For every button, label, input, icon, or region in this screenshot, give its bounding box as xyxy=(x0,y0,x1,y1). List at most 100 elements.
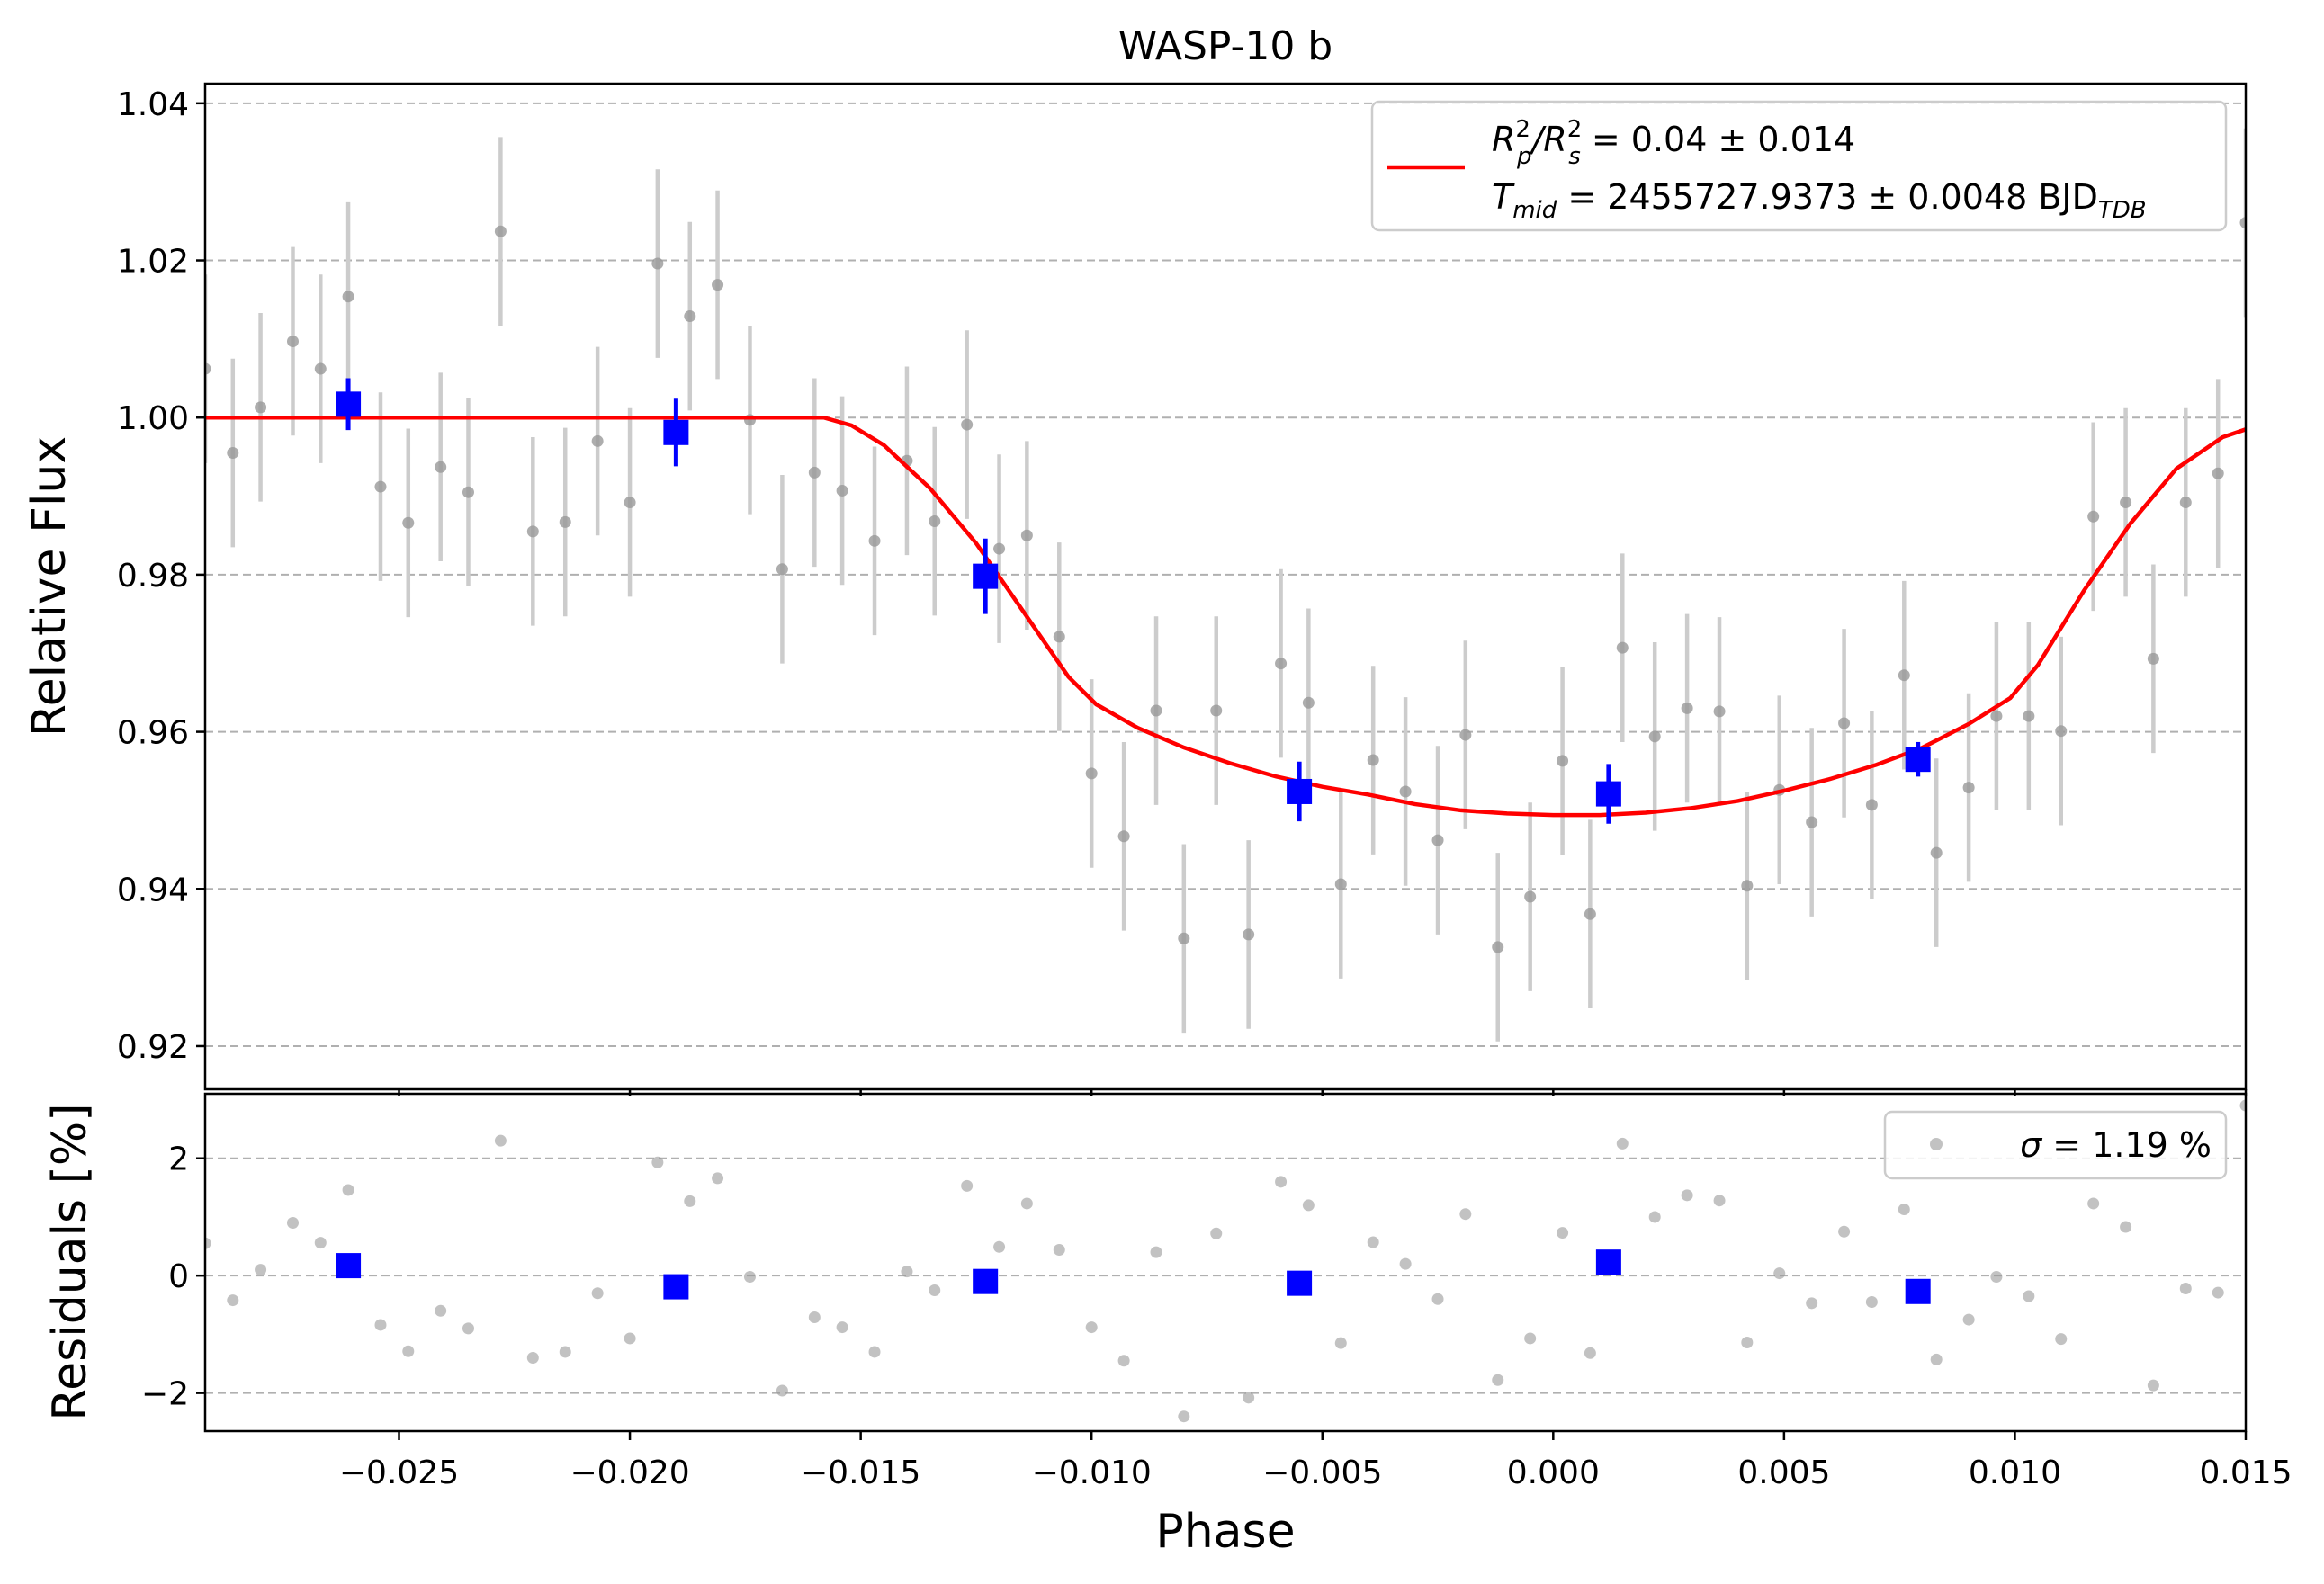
flux-data-point xyxy=(712,279,724,291)
legend-depth-label: R2 p/R2 s = 0.04 ± 0.014 xyxy=(1492,116,1855,170)
residual-data-point xyxy=(205,1237,211,1249)
flux-y-tick-label: 0.92 xyxy=(117,1029,189,1066)
residual-data-point xyxy=(1930,1353,1943,1365)
residual-data-point xyxy=(435,1304,447,1317)
flux-data-point xyxy=(1524,890,1537,903)
residual-data-point xyxy=(1962,1313,1975,1326)
residual-data-point xyxy=(2087,1197,2100,1210)
residual-data-point xyxy=(1020,1197,1033,1210)
residual-data-point xyxy=(808,1311,821,1323)
residual-data-point xyxy=(591,1287,604,1300)
phase-x-tick-label: −0.005 xyxy=(1262,1454,1382,1491)
flux-y-axis-title: Relative Flux xyxy=(22,436,76,737)
flux-panel: 0.92 0.94 0.96 0.98 1.00 1.02 1.04 Relative Fl… xyxy=(22,82,2248,1096)
phase-x-tick-label: −0.025 xyxy=(339,1454,459,1491)
residual-data-point xyxy=(559,1346,571,1358)
flux-data-point xyxy=(2087,510,2100,523)
flux-data-point xyxy=(435,461,447,473)
residual-data-point xyxy=(1399,1257,1412,1270)
residual-data-point xyxy=(776,1384,788,1397)
flux-data-point xyxy=(1210,704,1223,717)
residual-data-point xyxy=(286,1216,299,1229)
residual-data-point xyxy=(1648,1211,1661,1223)
residual-data-point xyxy=(2023,1290,2035,1302)
flux-data-point xyxy=(2239,217,2246,229)
flux-data-point xyxy=(1741,880,1754,892)
flux-data-point xyxy=(2023,710,2035,722)
flux-data-point xyxy=(591,434,604,447)
residual-data-point xyxy=(1838,1225,1851,1238)
flux-y-tick-label: 1.04 xyxy=(117,86,189,123)
flux-data-point xyxy=(684,310,696,323)
residual-data-point xyxy=(2179,1283,2192,1295)
residuals-y-tick-label: 0 xyxy=(168,1258,189,1295)
residuals-y-axis-title: Residuals [%] xyxy=(43,1103,97,1420)
flux-data-point xyxy=(286,335,299,347)
residual-data-point xyxy=(402,1345,415,1357)
residual-data-point xyxy=(1302,1199,1315,1212)
flux-data-point xyxy=(1838,717,1851,729)
flux-data-point xyxy=(1302,696,1315,709)
flux-data-point xyxy=(2147,652,2159,665)
flux-y-tick-label: 0.98 xyxy=(117,558,189,595)
residual-data-point xyxy=(1773,1267,1786,1280)
flux-data-point xyxy=(1243,928,1255,941)
phase-x-tick-label: −0.010 xyxy=(1032,1454,1152,1491)
residual-data-point xyxy=(2239,1099,2246,1112)
residual-data-point xyxy=(1243,1392,1255,1404)
residual-data-point xyxy=(526,1351,539,1364)
flux-data-point xyxy=(1584,908,1596,920)
legend-residual-marker xyxy=(1930,1138,1943,1150)
residual-data-point xyxy=(651,1156,664,1168)
flux-data-point xyxy=(1648,730,1661,743)
residual-data-point xyxy=(1085,1321,1098,1334)
residual-data-point xyxy=(1150,1246,1162,1258)
flux-data-point xyxy=(1178,932,1190,944)
flux-data-point xyxy=(1713,705,1726,718)
flux-data-point xyxy=(462,486,474,498)
flux-y-ticks: 0.92 0.94 0.96 0.98 1.00 1.02 1.04 xyxy=(117,86,2248,1096)
residual-data-point xyxy=(1459,1208,1472,1221)
residual-data-point xyxy=(1681,1189,1693,1202)
chart-title: WASP-10 b xyxy=(1118,23,1332,69)
flux-data-point xyxy=(1865,799,1878,811)
flux-data-point xyxy=(1399,785,1412,798)
flux-data-point xyxy=(374,480,387,493)
flux-data-point xyxy=(255,401,267,414)
phase-x-tick-label: 0.015 xyxy=(2199,1454,2292,1491)
residual-binned-point xyxy=(336,1253,362,1279)
residual-data-point xyxy=(868,1346,881,1358)
flux-data-point xyxy=(1962,782,1975,794)
residual-data-point xyxy=(1898,1203,1910,1215)
residual-data-point xyxy=(374,1319,387,1331)
residual-data-points xyxy=(205,1099,2246,1423)
flux-binned-point xyxy=(973,563,999,589)
flux-data-point xyxy=(2055,725,2068,738)
flux-binned-points xyxy=(336,391,1931,807)
residual-data-point xyxy=(1713,1195,1726,1207)
residual-data-point xyxy=(1431,1293,1444,1305)
residuals-y-ticks: −2 0 2 xyxy=(141,1141,205,1413)
residual-data-point xyxy=(1492,1374,1504,1386)
residual-data-point xyxy=(1275,1176,1288,1188)
residual-binned-point xyxy=(1905,1278,1931,1304)
flux-data-point xyxy=(205,362,211,375)
residual-data-point xyxy=(1524,1332,1537,1345)
residuals-plot-area xyxy=(205,1099,2246,1423)
flux-data-point xyxy=(651,257,664,270)
residual-data-point xyxy=(342,1184,354,1196)
residual-binned-point xyxy=(973,1268,999,1294)
residual-data-point xyxy=(901,1266,913,1278)
flux-data-point xyxy=(1990,710,2003,722)
residual-data-point xyxy=(684,1195,696,1207)
phase-x-ticks: −0.025 −0.020 −0.015 −0.010 −0.005 0.000 0.005… xyxy=(339,1431,2293,1491)
flux-plot-area xyxy=(205,128,2246,1042)
flux-data-point xyxy=(993,542,1006,555)
flux-binned-point xyxy=(1595,781,1621,807)
residual-data-point xyxy=(1865,1296,1878,1309)
residual-data-point xyxy=(624,1332,636,1345)
flux-data-point xyxy=(1085,767,1098,780)
residual-data-point xyxy=(1616,1137,1629,1150)
residuals-panel: −2 0 2 −0.025 −0.020 −0.015 −0.010 −0.005 0.000… xyxy=(43,1092,2293,1559)
flux-panel-frame xyxy=(203,82,2248,1091)
